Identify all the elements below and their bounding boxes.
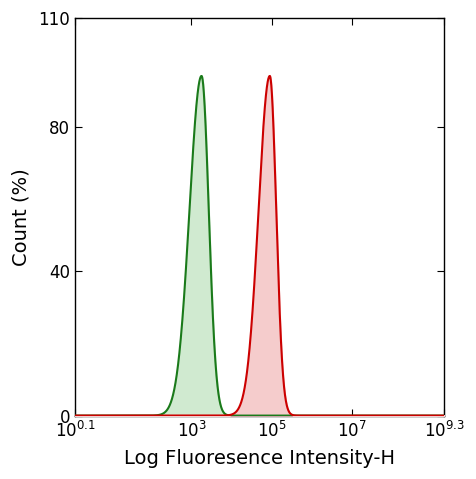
Y-axis label: Count (%): Count (%) xyxy=(11,168,30,266)
X-axis label: Log Fluoresence Intensity-H: Log Fluoresence Intensity-H xyxy=(124,449,395,468)
